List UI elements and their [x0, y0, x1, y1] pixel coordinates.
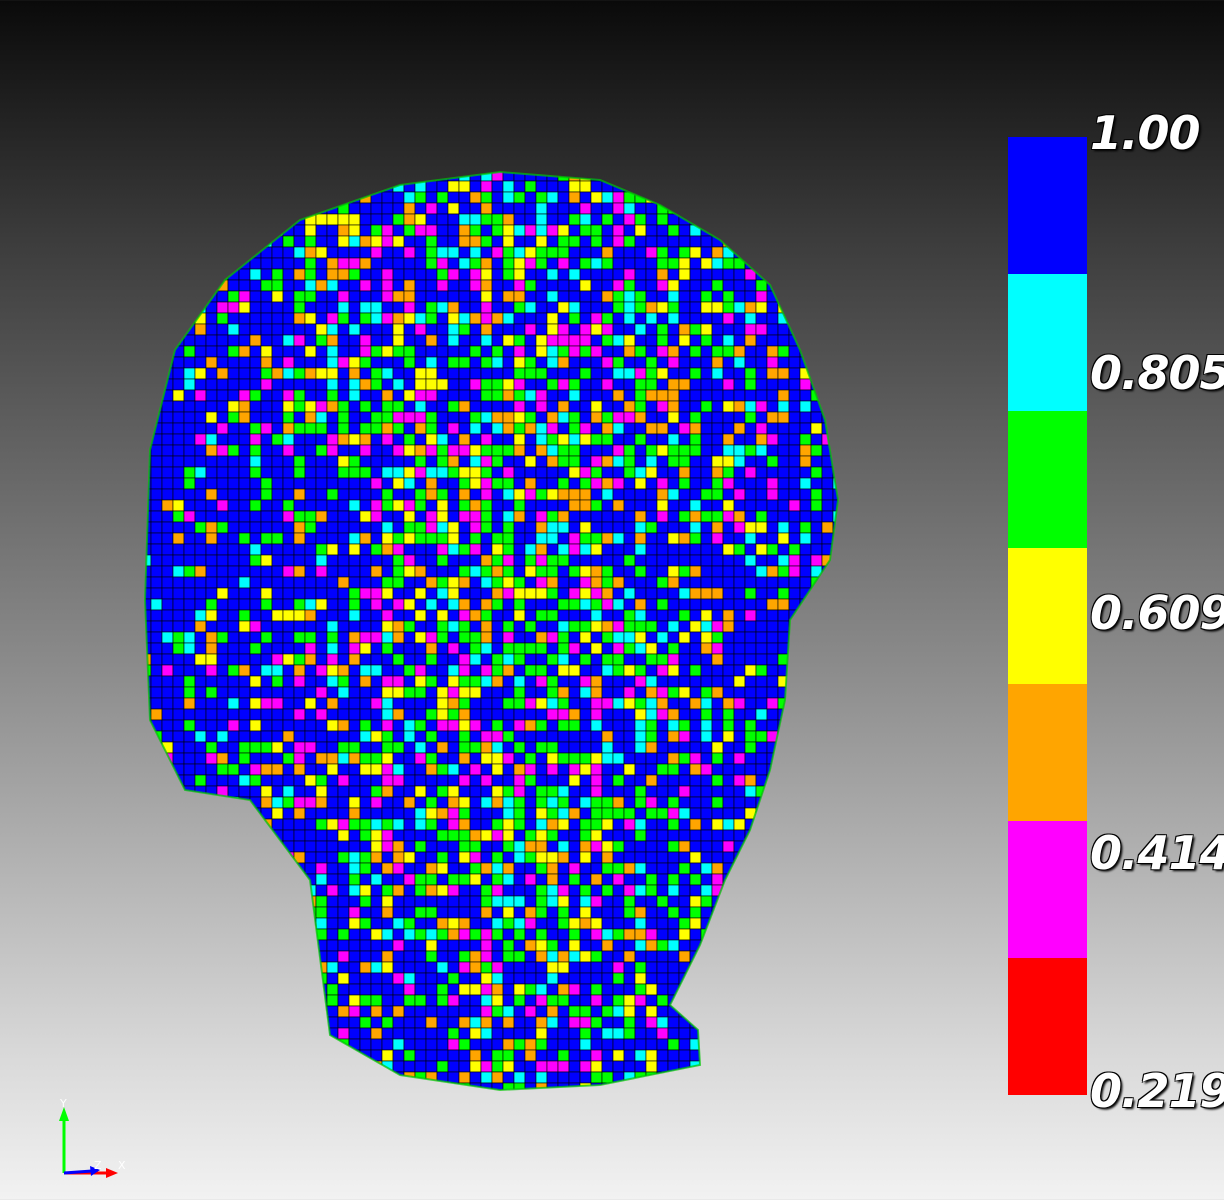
x-axis-arrow	[106, 1168, 118, 1178]
colorbar	[1008, 137, 1087, 1096]
y-axis-arrow	[59, 1107, 69, 1121]
colorbar-label-min: 0.219	[1090, 1064, 1224, 1118]
colorbar-label-0805: 0.805	[1090, 346, 1224, 400]
y-axis-label: Y	[59, 1097, 67, 1110]
z-axis-arrow	[90, 1166, 100, 1176]
z-axis-line	[63, 1169, 93, 1175]
colorbar-band-2	[1008, 410, 1087, 548]
colorbar-label-max: 1.00	[1090, 106, 1200, 160]
colorbar-band-4	[1008, 684, 1087, 822]
orientation-axes-icon: Y Z X	[59, 1097, 126, 1178]
colorbar-band-5	[1008, 821, 1087, 959]
colorbar-label-0414: 0.414	[1090, 826, 1224, 880]
z-axis-label: Z	[94, 1159, 102, 1172]
colorbar-band-3	[1008, 547, 1087, 685]
colorbar-label-0609: 0.609	[1090, 586, 1224, 640]
colorbar-band-0	[1008, 137, 1087, 274]
x-axis-label: X	[118, 1159, 126, 1172]
colorbar-band-1	[1008, 273, 1087, 411]
colorbar-band-6	[1008, 958, 1087, 1096]
